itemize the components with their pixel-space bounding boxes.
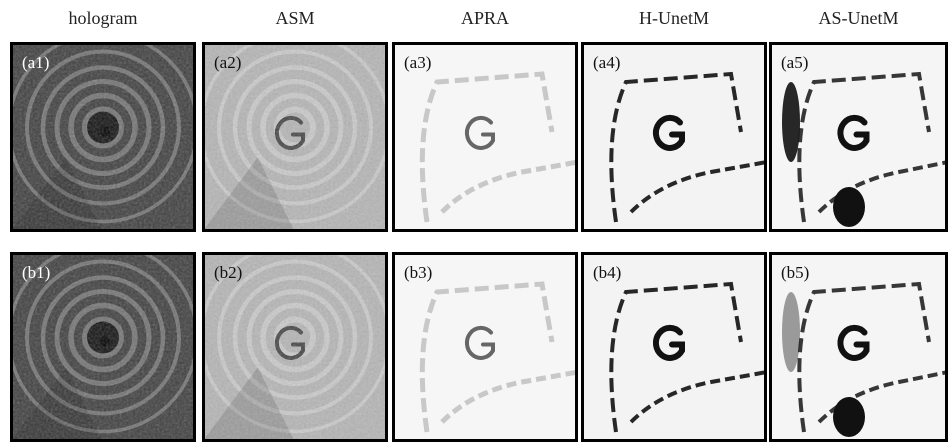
blob [782, 82, 800, 162]
column-header: hologram [69, 8, 138, 28]
image-panel: (b1) [9, 244, 197, 442]
image-panel: (a3) [392, 42, 578, 232]
panel-label: (b4) [593, 263, 621, 282]
panel-label: (b5) [781, 263, 809, 282]
image-panel: (a5) [769, 42, 948, 232]
image-panel: (a2) [201, 34, 389, 233]
column-header: APRA [461, 8, 509, 28]
panel-label: (b1) [22, 263, 50, 282]
column-header: AS-UnetM [819, 8, 899, 28]
column-header: ASM [275, 8, 314, 28]
figure: hologram ASM APRA H-UnetM AS-UnetM (a1) (a2) (a… [0, 0, 948, 442]
panel-label: (a5) [781, 53, 808, 72]
panel-label: (b3) [404, 263, 432, 282]
image-panel: (b5) [769, 252, 948, 442]
panel-label: (b2) [214, 263, 242, 282]
panel-label: (a4) [593, 53, 620, 72]
image-panel: (a4) [581, 42, 767, 232]
blob [782, 292, 800, 372]
image-panel: (b3) [392, 252, 578, 442]
panel-label: (a1) [22, 53, 49, 72]
image-panel: (b4) [581, 252, 767, 442]
panel-label: (a3) [404, 53, 431, 72]
panel-label: (a2) [214, 53, 241, 72]
blob [833, 397, 865, 437]
column-header: H-UnetM [639, 8, 709, 28]
image-panel: (a1) [9, 34, 197, 233]
image-panel: (b2) [201, 244, 389, 442]
blob [833, 187, 865, 227]
